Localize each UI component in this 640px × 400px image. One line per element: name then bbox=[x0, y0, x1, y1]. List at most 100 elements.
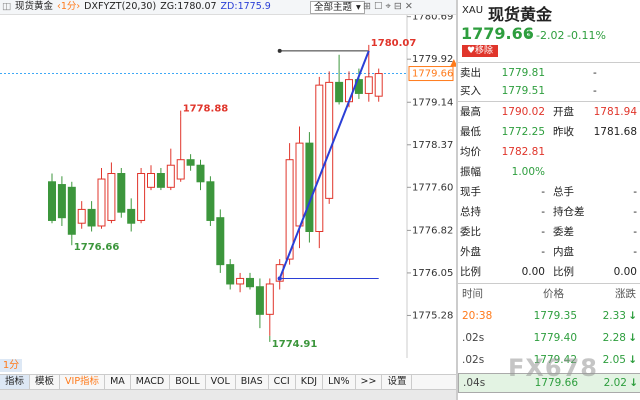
period[interactable]: ‹1分› bbox=[57, 1, 81, 12]
value: 0.00 bbox=[521, 266, 545, 278]
tool-tab[interactable]: BOLL bbox=[170, 375, 206, 389]
candle-body bbox=[107, 173, 116, 221]
candle-body bbox=[87, 208, 96, 227]
label: 外盘 bbox=[460, 246, 481, 258]
current-price-icon: ▲ bbox=[450, 58, 456, 69]
drawing-line bbox=[278, 50, 370, 279]
y-tick-label: 1777.60 bbox=[412, 182, 453, 193]
tool-tab[interactable]: VIP指标 bbox=[60, 375, 106, 389]
value: - bbox=[633, 246, 637, 258]
candle-body bbox=[216, 217, 225, 266]
arrow: ↓ bbox=[629, 377, 638, 389]
price: 1779.66 bbox=[461, 24, 534, 43]
tool-tab[interactable]: 指标 bbox=[0, 375, 31, 389]
stat-row: 外盘 - 内盘 - bbox=[458, 243, 640, 261]
candle-body bbox=[186, 159, 195, 166]
candle-body bbox=[305, 142, 314, 232]
value: - bbox=[633, 226, 637, 238]
remove-button[interactable]: ♥移除 bbox=[462, 45, 498, 57]
y-tick-label: 1776.82 bbox=[412, 225, 453, 236]
remove-text: 移除 bbox=[475, 46, 494, 56]
toolbar-icons[interactable]: ⊞ ☐ ⌖ ⊟ ✕ bbox=[363, 1, 413, 12]
value: 1781.68 bbox=[593, 126, 637, 138]
annotation: 1780.07 bbox=[371, 38, 417, 49]
code: XAU bbox=[462, 5, 484, 16]
candle-body bbox=[206, 181, 215, 221]
label: 现手 bbox=[460, 186, 481, 198]
candle-body bbox=[246, 277, 254, 288]
menu-icon[interactable]: ◫ bbox=[2, 1, 11, 12]
zg: ZG:1780.07 bbox=[160, 1, 217, 12]
value: 1781.94 bbox=[593, 106, 637, 118]
candle-body bbox=[156, 173, 165, 188]
time: .04s bbox=[463, 377, 486, 389]
label: 开盘 bbox=[553, 106, 574, 118]
tool-tab[interactable]: CCI bbox=[269, 375, 296, 389]
value: 1782.81 bbox=[501, 146, 545, 158]
candle-body bbox=[374, 73, 383, 97]
candle-body bbox=[77, 208, 86, 224]
trade-row: 20:38 1779.35 2.33 ↓ bbox=[458, 307, 640, 325]
tool-tab[interactable]: KDJ bbox=[296, 375, 324, 389]
label: 委差 bbox=[553, 226, 574, 238]
volume: - bbox=[593, 85, 597, 97]
period-tab[interactable]: 1分 bbox=[0, 359, 22, 372]
annotation: 1778.88 bbox=[183, 104, 229, 115]
tool-tab[interactable]: MACD bbox=[131, 375, 171, 389]
annotation: 1774.91 bbox=[272, 339, 318, 350]
tool-tab[interactable]: 模板 bbox=[30, 375, 61, 389]
ask-row: 卖出 1779.81 - bbox=[458, 64, 640, 82]
candle-body bbox=[48, 181, 56, 221]
value: 1779.51 bbox=[501, 85, 545, 97]
current-price-label: 1779.66 bbox=[412, 69, 453, 80]
header: 涨跌 bbox=[615, 288, 636, 300]
time: 20:38 bbox=[462, 310, 493, 322]
candle-body bbox=[57, 184, 66, 219]
watermark: FX678 bbox=[508, 354, 598, 382]
label: 总手 bbox=[553, 186, 574, 198]
candle-body bbox=[275, 264, 284, 282]
change: 2.28 bbox=[602, 332, 626, 344]
label: 均价 bbox=[460, 146, 481, 158]
arrow: ↓ bbox=[628, 310, 637, 322]
label: 比例 bbox=[553, 266, 574, 278]
header: 价格 bbox=[543, 288, 564, 300]
candle-body bbox=[285, 159, 294, 260]
price: 1779.66 bbox=[534, 377, 578, 389]
value: - bbox=[541, 226, 545, 238]
y-tick-label: 1775.28 bbox=[412, 310, 453, 321]
indicator: DXFYZT(20,30) bbox=[84, 1, 157, 12]
pct: -0.11% bbox=[567, 29, 606, 42]
theme-select[interactable]: 全部主题 ▾ bbox=[310, 1, 365, 14]
change: 2.33 bbox=[602, 310, 626, 322]
tool-tab[interactable]: MA bbox=[105, 375, 131, 389]
scrollbar bbox=[0, 390, 456, 400]
time: .02s bbox=[462, 354, 485, 366]
trade-row: .02s 1779.42 2.05 ↓ bbox=[458, 351, 640, 369]
price: 1779.42 bbox=[533, 354, 577, 366]
stat-row: 振幅 1.00% bbox=[458, 163, 640, 181]
tool-tab[interactable]: BIAS bbox=[236, 375, 269, 389]
candle-body bbox=[127, 208, 136, 224]
tool-tab[interactable]: VOL bbox=[206, 375, 236, 389]
arrow: ↓ bbox=[628, 332, 637, 344]
candle-body bbox=[325, 81, 334, 199]
y-tick-label: 1779.92 bbox=[412, 54, 453, 65]
stat-row: 均价 1782.81 bbox=[458, 143, 640, 161]
candle-body bbox=[166, 164, 175, 188]
tool-tab[interactable]: LN% bbox=[323, 375, 356, 389]
volume: - bbox=[593, 67, 597, 79]
candle-body bbox=[315, 84, 324, 232]
value: - bbox=[633, 186, 637, 198]
period-text: 1分 bbox=[60, 1, 77, 12]
tool-tab[interactable]: >> bbox=[356, 375, 383, 389]
candle-body bbox=[97, 178, 106, 227]
candle-body bbox=[265, 283, 274, 315]
symbol: 现货黄金 bbox=[14, 1, 53, 12]
tool-tab[interactable]: 设置 bbox=[382, 375, 413, 389]
y-tick-label: 1778.37 bbox=[412, 140, 453, 151]
drawing-handle bbox=[277, 48, 282, 53]
price: 1779.35 bbox=[533, 310, 577, 322]
label: 比例 bbox=[460, 266, 481, 278]
label: 买入 bbox=[460, 85, 481, 97]
